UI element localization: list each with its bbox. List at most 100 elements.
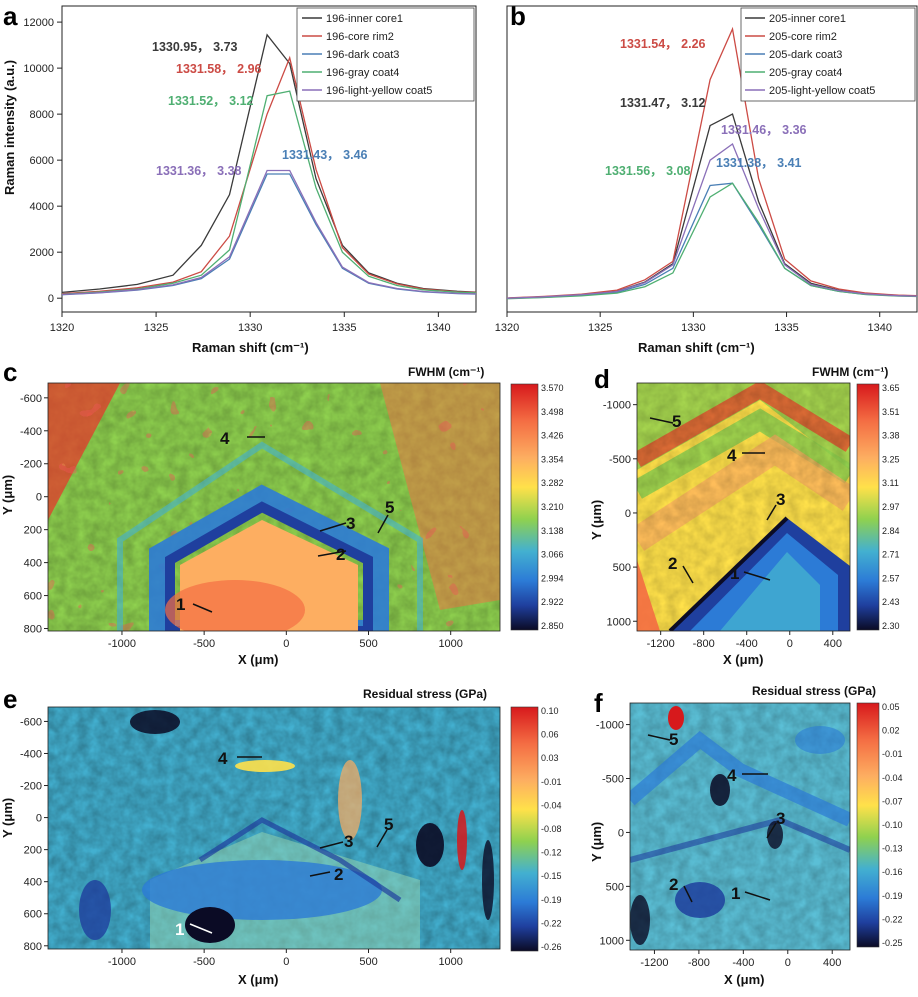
y-tick-a-4: 8000 <box>30 109 54 121</box>
x-tick-e-0: -1000 <box>108 956 136 968</box>
heatmap-f <box>630 703 850 950</box>
axes-c: -1000 -500 0 500 1000 -600 -400 -200 0 200 400 600 8… <box>20 393 463 650</box>
colorbar-tick-e-6: -0.12 <box>541 848 562 858</box>
annotation-b-2: 1331.47， 3.12 <box>620 96 706 110</box>
legend-label-b-2: 205-core rim2 <box>769 31 837 43</box>
y-tick-e-0: -600 <box>20 716 42 728</box>
marker-e-3: 3 <box>344 832 353 851</box>
series-line-a-2 <box>62 55 476 295</box>
x-tick-c-0: -1000 <box>108 638 136 650</box>
y-tick-e-4: 200 <box>24 845 42 857</box>
heatmap-c <box>48 383 500 631</box>
marker-e-1: 1 <box>175 920 184 939</box>
x-tick-f-2: -400 <box>732 957 754 969</box>
y-tick-a-1: 2000 <box>30 247 54 259</box>
colorbar-tick-d-10: 2.30 <box>882 621 900 631</box>
panel-b: b 1320 1325 1330 1335 1340 Raman shift (cm⁻¹… <box>495 1 918 355</box>
marker-f-5: 5 <box>669 730 678 749</box>
axes-b: 1320 1325 1330 1335 1340 <box>495 312 892 334</box>
colorbar-tick-e-9: -0.22 <box>541 918 562 928</box>
heatmap-d <box>637 383 850 631</box>
legend-label-b-4: 205-gray coat4 <box>769 67 842 79</box>
y-tick-e-1: -400 <box>20 748 42 760</box>
marker-d-1: 1 <box>730 564 739 583</box>
colorbar-tick-c-0: 3.570 <box>541 383 564 393</box>
y-tick-c-7: 800 <box>24 624 42 636</box>
y-tick-e-7: 800 <box>24 941 42 953</box>
colorbar-tick-f-2: -0.01 <box>882 749 903 759</box>
x-tick-a-2: 1330 <box>238 322 262 334</box>
colorbar-title-d: FWHM (cm⁻¹) <box>812 365 888 379</box>
axes-a: 1320 1325 1330 1335 1340 0 2000 4000 6000 8000 100… <box>23 17 450 334</box>
colorbar-tick-e-7: -0.15 <box>541 871 562 881</box>
panel-a: a 1320 1325 1330 1335 1340020004000600080001… <box>2 1 477 355</box>
x-tick-c-1: -500 <box>193 638 215 650</box>
legend-b: 205-inner core1 205-core rim2 205-dark coa… <box>740 7 916 102</box>
series-line-b-5 <box>507 142 917 299</box>
annotation-a-4: 1331.36， 3.38 <box>156 164 242 178</box>
marker-d-2: 2 <box>668 554 677 573</box>
series-lines-b <box>507 26 917 300</box>
legend-label-a-4: 196-gray coat4 <box>326 67 399 79</box>
annotations-b: 1331.54， 2.26 1331.47， 3.12 1331.46， 3.3… <box>605 37 807 178</box>
y-axis-label-e: Y (μm) <box>0 798 15 838</box>
colorbar-d <box>856 383 880 631</box>
y-axis-label-f: Y (μm) <box>589 822 604 862</box>
x-tick-f-4: 400 <box>823 957 841 969</box>
x-tick-b-3: 1335 <box>774 322 798 334</box>
panel-d: d FWHM (cm⁻¹) -1200 -800 -400 0 400 -1000 -500… <box>589 364 900 667</box>
y-tick-e-2: -200 <box>20 781 42 793</box>
colorbar-title-c: FWHM (cm⁻¹) <box>408 365 484 379</box>
markers-e: 1 2 3 4 5 <box>175 749 393 939</box>
series-lines-a <box>62 33 476 296</box>
colorbar-tick-e-4: -0.04 <box>541 800 562 810</box>
x-axis-label-e: X (μm) <box>238 972 278 987</box>
colorbar-tick-f-0: 0.05 <box>882 702 900 712</box>
colorbar-tick-e-3: -0.01 <box>541 777 562 787</box>
colorbar-tick-e-10: -0.26 <box>541 942 562 952</box>
colorbar-ticks-f: 0.05 0.02 -0.01 -0.04 -0.07 -0.10 -0.13 -0.16 -0… <box>882 702 903 948</box>
panel-label-d: d <box>594 364 610 394</box>
colorbar-tick-d-2: 3.38 <box>882 431 900 441</box>
legend-a: 196-inner core1 196-core rim2 196-dark coa… <box>296 7 475 102</box>
colorbar-tick-c-8: 2.994 <box>541 573 564 583</box>
axes-f: -1200 -800 -400 0 400 -1000 -500 0 500 1000 <box>596 720 842 969</box>
colorbar-tick-d-5: 2.97 <box>882 502 900 512</box>
y-tick-c-0: -600 <box>20 393 42 405</box>
colorbar-tick-d-0: 3.65 <box>882 383 900 393</box>
x-tick-a-1: 1325 <box>144 322 168 334</box>
panel-label-b: b <box>510 1 526 31</box>
marker-f-4: 4 <box>727 766 737 785</box>
x-tick-b-1: 1325 <box>588 322 612 334</box>
colorbar-tick-e-2: 0.03 <box>541 753 559 763</box>
annotation-a-5: 1331.43， 3.46 <box>282 148 368 162</box>
y-tick-a-2: 4000 <box>30 201 54 213</box>
heatmap-e <box>48 707 500 949</box>
legend-label-b-5: 205-light-yellow coat5 <box>769 85 875 97</box>
y-tick-a-6: 12000 <box>23 17 54 29</box>
colorbar-tick-f-4: -0.07 <box>882 796 903 806</box>
y-tick-f-4: 1000 <box>600 935 624 947</box>
x-tick-c-4: 1000 <box>438 638 462 650</box>
x-tick-d-2: -400 <box>736 638 758 650</box>
x-tick-d-4: 400 <box>824 638 842 650</box>
series-line-b-3 <box>507 182 917 300</box>
marker-f-3: 3 <box>776 809 785 828</box>
colorbar-tick-f-5: -0.10 <box>882 820 903 830</box>
marker-c-3: 3 <box>346 514 355 533</box>
marker-f-2: 2 <box>669 875 678 894</box>
marker-e-2: 2 <box>334 865 343 884</box>
marker-e-4: 4 <box>218 749 228 768</box>
marker-c-2: 2 <box>336 545 345 564</box>
x-axis-label-a: Raman shift (cm⁻¹) <box>192 340 309 355</box>
marker-c-5: 5 <box>385 498 394 517</box>
colorbar-tick-c-7: 3.066 <box>541 550 564 560</box>
y-tick-c-5: 400 <box>24 558 42 570</box>
x-tick-e-2: 0 <box>283 956 289 968</box>
x-tick-d-3: 0 <box>787 638 793 650</box>
colorbar-ticks-d: 3.65 3.51 3.38 3.25 3.11 2.97 2.84 2.71 2.57 2.43… <box>882 383 900 631</box>
marker-d-5: 5 <box>672 412 681 431</box>
panel-label-a: a <box>3 1 18 31</box>
series-line-a-3 <box>62 173 476 296</box>
x-axis-label-d: X (μm) <box>723 652 763 667</box>
